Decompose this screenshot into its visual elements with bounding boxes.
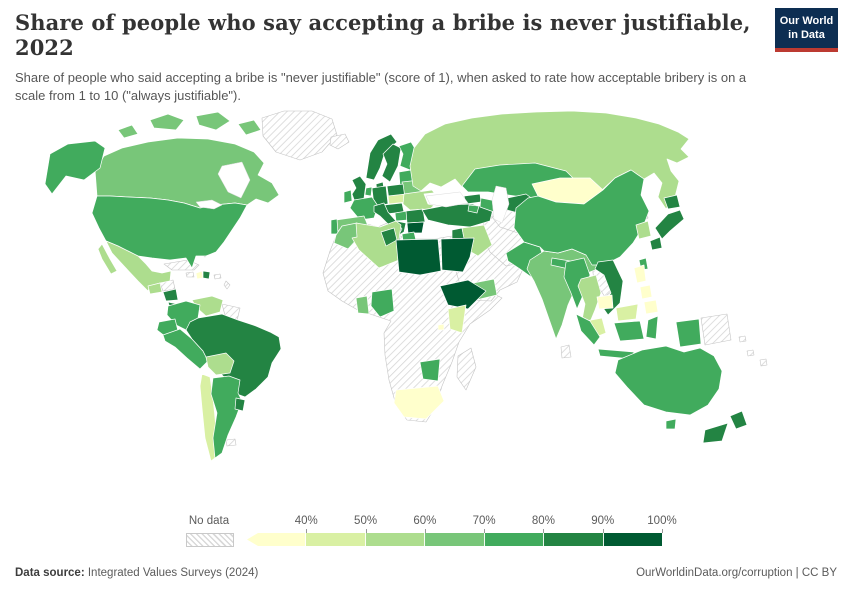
region-norway[interactable] [365, 133, 398, 181]
region-france[interactable] [349, 196, 379, 221]
attribution[interactable]: OurWorldinData.org/corruption | CC BY [636, 567, 837, 579]
region-philippines[interactable] [633, 264, 659, 315]
legend-bin-<40%[interactable] [247, 533, 307, 546]
region-greenland-no-data[interactable] [261, 110, 338, 161]
legend-bin-40-50%[interactable] [306, 533, 366, 546]
region-libya[interactable] [395, 238, 442, 276]
region-peru[interactable] [162, 328, 209, 370]
region-portugal[interactable] [330, 218, 339, 235]
legend-scale: 40% 50% 60% 70% 80% 90% 100% [247, 514, 677, 547]
region-antilles-no-data[interactable] [223, 280, 231, 290]
region-rwanda[interactable] [437, 323, 445, 331]
legend-bin-70-80%[interactable] [484, 533, 545, 546]
region-brazil[interactable] [185, 313, 282, 398]
page-title: Share of people who say accepting a brib… [15, 10, 751, 60]
legend-bin-50-60%[interactable] [365, 533, 426, 546]
world-map [0, 108, 850, 508]
region-australia[interactable] [614, 345, 723, 416]
region-romania[interactable] [405, 208, 426, 224]
legend-tick-mark [662, 529, 663, 533]
region-south-africa[interactable] [393, 385, 445, 420]
data-source-label: Data source: [15, 567, 85, 579]
region-tasmania[interactable] [665, 418, 677, 430]
chart-footer: Data source: Integrated Values Surveys (… [15, 567, 837, 579]
legend-tick-label: 80% [531, 515, 555, 527]
region-ethiopia[interactable] [439, 279, 487, 310]
legend-tick-label: 60% [413, 515, 437, 527]
legend-tick-mark [543, 529, 545, 533]
chart-header: Share of people who say accepting a brib… [15, 10, 760, 106]
legend-tick-mark [306, 529, 308, 533]
black-sea [425, 191, 469, 208]
region-madagascar-no-data[interactable] [456, 347, 477, 391]
legend-tick-label: 100% [647, 515, 677, 527]
owid-logo-line1: Our World [779, 15, 834, 27]
region-baja-california[interactable] [97, 243, 118, 275]
region-vietnam[interactable] [594, 259, 624, 316]
region-pacific-islands-no-data[interactable] [738, 335, 768, 367]
legend-bar [247, 533, 662, 546]
region-new-zealand[interactable] [702, 410, 748, 444]
legend-bin-60-70%[interactable] [425, 533, 485, 546]
data-source-value: Integrated Values Surveys (2024) [84, 567, 259, 579]
region-nicaragua[interactable] [162, 288, 179, 302]
region-jamaica-no-data[interactable] [185, 271, 195, 278]
sea-overlays [195, 161, 510, 224]
region-japan[interactable] [649, 194, 685, 251]
region-sri-lanka-no-data[interactable] [560, 344, 572, 359]
region-puerto-rico-no-data[interactable] [213, 273, 222, 280]
legend-ticks: 40% 50% 60% 70% 80% 90% 100% [247, 514, 677, 533]
region-falklands-no-data[interactable] [225, 438, 237, 447]
legend-tick-label: 50% [354, 515, 378, 527]
legend-tick-mark [602, 529, 604, 533]
owid-logo[interactable]: Our World in Data [775, 8, 838, 52]
region-usa[interactable] [91, 195, 248, 269]
region-iceland-no-data[interactable] [329, 133, 350, 150]
region-netherlands[interactable] [364, 186, 373, 197]
region-cambodia[interactable] [596, 294, 614, 310]
region-canada-arctic-islands[interactable] [117, 111, 262, 139]
region-zimbabwe[interactable] [419, 358, 441, 382]
caspian-sea [491, 185, 510, 224]
region-mexico[interactable] [105, 240, 172, 292]
region-bolivia[interactable] [205, 352, 235, 376]
region-papua-new-guinea-no-data[interactable] [700, 313, 732, 346]
legend-tick-mark [424, 529, 426, 533]
region-dominican-republic[interactable] [202, 270, 211, 280]
legend-tick-label: 90% [591, 515, 615, 527]
region-sweden[interactable] [381, 143, 402, 183]
region-nigeria[interactable] [370, 288, 395, 318]
region-argentina[interactable] [210, 375, 243, 459]
owid-logo-line2: in Data [788, 29, 825, 42]
region-kenya[interactable] [447, 304, 467, 334]
legend-tick-label: 70% [472, 515, 496, 527]
region-south-korea[interactable] [635, 220, 652, 240]
no-data-swatch[interactable] [186, 533, 234, 547]
map-legend: No data 40% 50% 60% 70% 80% 90% 100% [0, 514, 850, 554]
chart-subtitle: Share of people who said accepting a bri… [15, 70, 747, 104]
region-uruguay[interactable] [234, 397, 246, 412]
legend-bin-90-100%[interactable] [603, 533, 662, 546]
region-haiti[interactable] [195, 270, 204, 280]
region-egypt[interactable] [440, 237, 475, 273]
great-lakes [195, 199, 223, 210]
legend-tick-mark [365, 529, 367, 533]
legend-tick-mark [484, 529, 486, 533]
region-myanmar[interactable] [563, 257, 591, 310]
region-bulgaria[interactable] [406, 221, 425, 234]
hudson-bay [217, 161, 251, 199]
no-data-label: No data [188, 515, 230, 527]
region-ghana[interactable] [355, 295, 370, 315]
choropleth-map [44, 110, 768, 462]
legend-tick-label: 40% [294, 515, 318, 527]
region-guatemala[interactable] [147, 282, 163, 295]
region-alaska[interactable] [44, 140, 106, 195]
legend-bin-80-90%[interactable] [544, 533, 604, 546]
region-armenia[interactable] [467, 204, 480, 214]
data-source: Data source: Integrated Values Surveys (… [15, 567, 258, 579]
region-ireland[interactable] [343, 189, 353, 204]
